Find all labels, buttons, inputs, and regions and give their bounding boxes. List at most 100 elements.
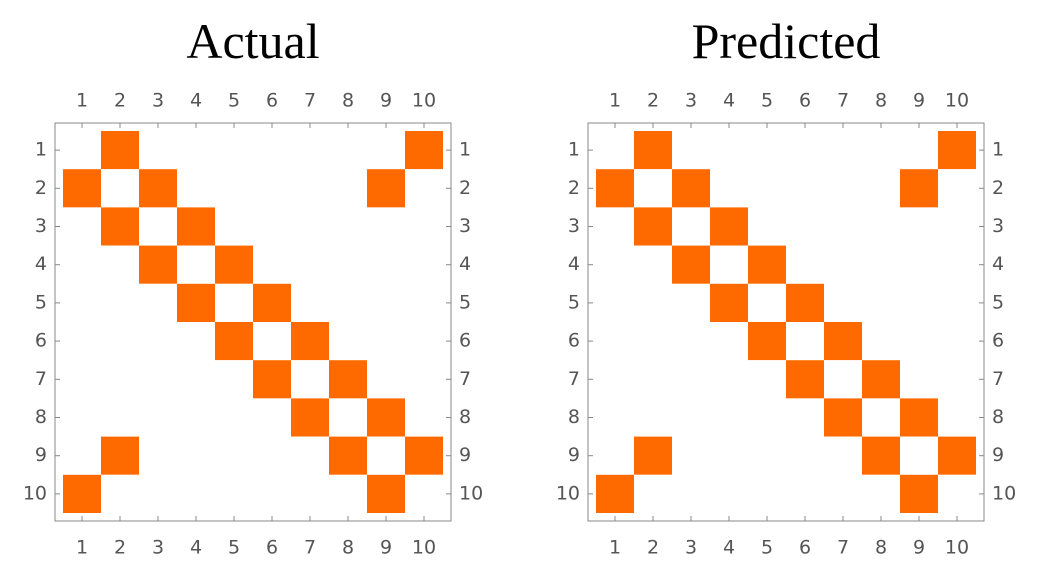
matrix-cell xyxy=(672,283,710,322)
matrix-cell xyxy=(634,245,672,284)
matrix-cell xyxy=(367,398,405,437)
matrix-cell xyxy=(329,398,367,437)
matrix-cell xyxy=(900,436,938,475)
x-tick-label: 3 xyxy=(685,537,697,559)
matrix-cell xyxy=(672,398,710,437)
y-tick-label: 1 xyxy=(992,139,1004,161)
matrix-cell xyxy=(786,207,824,246)
matrix-cell xyxy=(405,436,443,475)
matrix-cell xyxy=(177,245,215,284)
plot-frame xyxy=(54,122,452,522)
x-tick-label: 2 xyxy=(114,90,126,112)
matrix-cell xyxy=(938,436,976,475)
y-tick-label: 4 xyxy=(459,253,471,275)
matrix-cell xyxy=(139,360,177,399)
matrix-cell xyxy=(63,131,101,170)
matrix-cell xyxy=(748,360,786,399)
matrix-cell xyxy=(786,398,824,437)
matrix-cell xyxy=(177,360,215,399)
matrix-cell xyxy=(101,207,139,246)
matrix-cell xyxy=(862,283,900,322)
plot-frame xyxy=(587,122,985,522)
y-tick-label: 2 xyxy=(459,177,471,199)
matrix-cell xyxy=(101,436,139,475)
matrix-cell xyxy=(786,322,824,361)
x-tick-label: 7 xyxy=(304,90,316,112)
y-tick-label: 7 xyxy=(35,368,47,390)
chart-title: Actual xyxy=(186,13,319,69)
matrix-cell xyxy=(938,131,976,170)
matrix-cell xyxy=(748,207,786,246)
y-tick-label: 2 xyxy=(992,177,1004,199)
matrix-cell xyxy=(596,283,634,322)
matrix-cell xyxy=(862,474,900,513)
matrix-cell xyxy=(329,207,367,246)
matrix-cell xyxy=(405,169,443,208)
matrix-cell xyxy=(710,245,748,284)
matrix-cell xyxy=(862,169,900,208)
matrix-cell xyxy=(101,474,139,513)
y-tick-label: 9 xyxy=(992,444,1004,466)
matrix-cell xyxy=(63,169,101,208)
matrix-cell xyxy=(101,360,139,399)
matrix-cell xyxy=(291,474,329,513)
matrix-cell xyxy=(177,398,215,437)
matrix-cell xyxy=(253,474,291,513)
matrix-cell xyxy=(710,207,748,246)
matrix-cell xyxy=(139,131,177,170)
x-tick-label: 8 xyxy=(342,90,354,112)
x-tick-label: 3 xyxy=(152,537,164,559)
matrix-cell xyxy=(824,436,862,475)
matrix-cell xyxy=(215,207,253,246)
matrix-cell xyxy=(63,245,101,284)
matrix-cell xyxy=(329,436,367,475)
matrix-cell xyxy=(634,474,672,513)
matrix-cell xyxy=(938,207,976,246)
matrix-cell xyxy=(710,283,748,322)
matrix-cell xyxy=(710,474,748,513)
matrix-cell xyxy=(101,169,139,208)
x-tick-label: 3 xyxy=(152,90,164,112)
y-tick-label: 3 xyxy=(992,215,1004,237)
matrix-cell xyxy=(215,360,253,399)
x-tick-label: 1 xyxy=(609,90,621,112)
matrix-cell xyxy=(748,283,786,322)
matrix-cell xyxy=(748,245,786,284)
x-tick-label: 6 xyxy=(266,90,278,112)
matrix-cell xyxy=(596,398,634,437)
x-tick-label: 4 xyxy=(723,90,735,112)
matrix-cell xyxy=(291,169,329,208)
matrix-cell xyxy=(672,474,710,513)
x-tick-label: 2 xyxy=(647,90,659,112)
matrix-cell xyxy=(215,322,253,361)
matrix-cell xyxy=(405,245,443,284)
matrix-cell xyxy=(710,169,748,208)
matrix-cell xyxy=(291,322,329,361)
matrix-cell xyxy=(329,169,367,208)
matrix-cell xyxy=(177,207,215,246)
matrix-cell xyxy=(291,398,329,437)
matrix-cell xyxy=(862,131,900,170)
x-tick-label: 4 xyxy=(190,537,202,559)
matrix-cell xyxy=(596,169,634,208)
matrix-cell xyxy=(900,131,938,170)
matrix-cell xyxy=(215,398,253,437)
y-tick-label: 6 xyxy=(992,330,1004,352)
x-tick-label: 10 xyxy=(945,90,969,112)
x-tick-label: 6 xyxy=(799,90,811,112)
matrix-cell xyxy=(900,207,938,246)
matrix-cell xyxy=(405,398,443,437)
matrix-cell xyxy=(63,322,101,361)
y-tick-label: 10 xyxy=(23,482,47,504)
matrix-cell xyxy=(253,169,291,208)
matrix-cell xyxy=(824,131,862,170)
matrix-cell xyxy=(824,283,862,322)
x-tick-label: 9 xyxy=(913,537,925,559)
matrix-cell xyxy=(101,131,139,170)
x-tick-label: 4 xyxy=(723,537,735,559)
y-tick-label: 8 xyxy=(459,406,471,428)
matrix-cell xyxy=(405,207,443,246)
matrix-cell xyxy=(786,131,824,170)
x-tick-label: 5 xyxy=(761,90,773,112)
matrix-cell xyxy=(405,360,443,399)
